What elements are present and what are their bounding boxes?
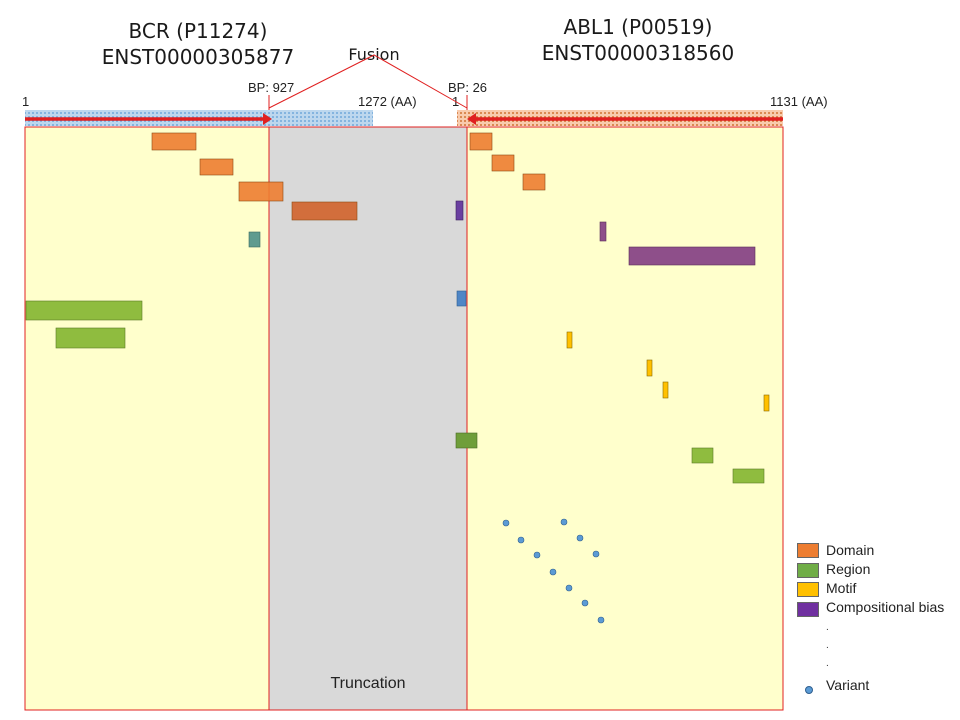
abl1-motif-2 [646, 359, 653, 377]
abl1-region-blue [456, 290, 467, 307]
legend-variant-marker [805, 686, 813, 694]
bcr-start-label: 1 [22, 94, 30, 109]
bcr-domain-2 [199, 158, 234, 176]
abl1-retained-panel [466, 126, 784, 711]
abl1-domain-3 [522, 173, 546, 191]
bcr-region-2 [55, 327, 126, 349]
legend-region-label: Region [826, 561, 871, 577]
abl1-gene-name: ABL1 (P00519) [563, 15, 713, 39]
abl1-motif-1 [566, 331, 573, 349]
legend-domain-swatch [797, 543, 819, 558]
left-gene-title: BCR (P11274) ENST00000305877 [88, 18, 308, 70]
bcr-breakpoint-label: BP: 927 [248, 80, 295, 95]
variant-point [565, 584, 573, 592]
legend-region-swatch [797, 563, 819, 578]
abl1-motif-3 [662, 381, 669, 399]
legend-motif-label: Motif [826, 580, 857, 596]
abl1-transcript-id: ENST00000318560 [541, 41, 735, 65]
variant-point [533, 551, 541, 559]
variant-point [581, 599, 589, 607]
abl1-domain-1 [469, 132, 493, 151]
abl1-end-label: 1131 (AA) [770, 94, 828, 109]
legend-compositional-bias-swatch [797, 602, 819, 617]
bcr-domain-4 [291, 201, 358, 221]
legend-compositional-bias-label: Compositional bias [826, 599, 945, 615]
abl1-motif-4 [763, 394, 770, 412]
legend-variant-label: Variant [826, 677, 870, 693]
bcr-gene-name: BCR (P11274) [128, 19, 268, 43]
bcr-end-label: 1272 (AA) [358, 94, 417, 109]
legend-ellipsis-2: . [826, 640, 829, 651]
legend-ellipsis-3: . [826, 658, 829, 669]
variant-point [549, 568, 557, 576]
bcr-region-small [248, 231, 261, 248]
abl1-region-3 [732, 468, 765, 484]
abl1-bias-2 [599, 221, 607, 242]
variant-point [517, 536, 525, 544]
variant-point [592, 550, 600, 558]
right-gene-title: ABL1 (P00519) ENST00000318560 [528, 14, 748, 66]
bcr-domain-1 [151, 132, 197, 151]
bcr-arrow-head [263, 113, 272, 125]
abl1-region-1 [455, 432, 478, 449]
bcr-transcript-id: ENST00000305877 [101, 45, 295, 69]
variant-point [560, 518, 568, 526]
truncation-panel [268, 126, 468, 711]
abl1-bias-1 [455, 200, 464, 221]
legend-domain-label: Domain [826, 542, 875, 558]
bcr-retained-panel [24, 126, 270, 711]
variant-point [502, 519, 510, 527]
bcr-region-1 [25, 300, 143, 321]
variant-point [597, 616, 605, 624]
fusion-connector [268, 54, 468, 109]
abl1-region-2 [691, 447, 714, 464]
abl1-bias-3 [628, 246, 756, 266]
abl1-domain-2 [491, 154, 515, 172]
legend-ellipsis-1: . [826, 622, 829, 633]
variant-point [576, 534, 584, 542]
truncation-label: Truncation [330, 675, 406, 692]
abl1-breakpoint-label: BP: 26 [448, 80, 488, 95]
abl1-variants [502, 518, 605, 624]
legend-motif-swatch [797, 582, 819, 597]
bcr-domain-3 [238, 181, 284, 202]
abl1-arrow-head [467, 113, 476, 125]
